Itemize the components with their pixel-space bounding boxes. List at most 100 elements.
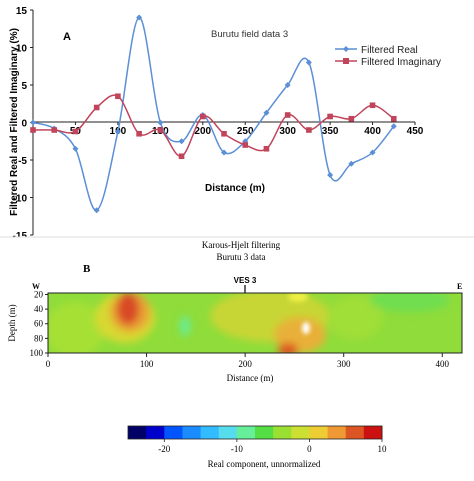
panel-b-y-tick-label: 80 — [34, 333, 44, 343]
colorbar-swatch — [236, 426, 256, 439]
filtered-real-point — [114, 128, 121, 135]
panel-a-y-tick-label: 15 — [16, 6, 28, 17]
heatmap-anomalies — [48, 293, 450, 353]
anomaly-west-yellowgreen — [48, 302, 105, 353]
heatmap-frame — [47, 292, 463, 354]
heatmap-anomaly-details — [288, 293, 310, 334]
panel-b-x-tick-label: 300 — [337, 359, 351, 369]
panel-a-series — [30, 14, 397, 214]
legend-real-label: Filtered Real — [361, 45, 418, 56]
colorbar-swatch — [345, 426, 365, 439]
panel-a-x-tick-label: 300 — [279, 126, 296, 137]
panel-a-y-tick-label: -5 — [18, 156, 27, 167]
panel-b-letter: B — [83, 263, 91, 275]
filtered-real-point — [221, 149, 227, 156]
filtered-imaginary-point — [327, 113, 333, 120]
filtered-imaginary-point — [51, 127, 58, 133]
colorbar-tick-label: -20 — [158, 444, 170, 454]
panel-a-line-chart: A Burutu field data 3 Filtered Real and … — [9, 6, 441, 242]
panel-a-y-tick-label: 0 — [21, 119, 27, 130]
colorbar-swatch — [146, 426, 165, 439]
colorbar-swatch — [164, 426, 183, 439]
colorbar-ticks: -20 -10 0 10 — [158, 439, 387, 454]
panel-b-title-line2: Burutu 3 data — [217, 252, 266, 262]
heatmap-field — [48, 293, 462, 353]
panel-b-y-tick-label: 40 — [34, 304, 44, 314]
colorbar-swatch — [309, 426, 328, 439]
filtered-real-point — [284, 82, 291, 88]
colorbar-tick-label: -10 — [231, 444, 243, 454]
panel-a-y-tick-label: 10 — [16, 44, 28, 55]
filtered-real-point — [348, 160, 355, 167]
filtered-imaginary-point — [157, 127, 164, 133]
filtered-imaginary-point — [369, 102, 376, 109]
panel-a-y-tick-label: 5 — [21, 81, 27, 92]
colorbar — [128, 426, 383, 439]
panel-a-letter: A — [63, 31, 71, 43]
panel-b-x-tick-label: 100 — [140, 359, 154, 369]
colorbar-tick-label: 0 — [307, 444, 312, 454]
filtered-imaginary-point — [93, 104, 100, 111]
panel-b-y-axis-label: Depth (m) — [7, 304, 17, 341]
panel-b-y-tick-label: 20 — [34, 289, 44, 299]
filtered-imaginary-point — [221, 130, 227, 137]
anomaly-white-spot — [302, 322, 310, 334]
colorbar-swatch — [218, 426, 238, 439]
panel-a-legend: Filtered Real Filtered Imaginary — [335, 45, 441, 68]
filtered-imaginary-point — [178, 153, 185, 160]
filtered-real-point — [178, 138, 185, 145]
panel-b-y-tick-label: 100 — [30, 348, 44, 358]
panel-b-heatmap: B Karous-Hjelt filtering Burutu 3 data W… — [7, 240, 463, 469]
panel-b-x-tick-label: 200 — [238, 359, 252, 369]
panel-a-y-tick-label: -10 — [13, 194, 28, 205]
colorbar-swatch — [200, 426, 220, 439]
filtered-imaginary-line — [32, 94, 395, 158]
panel-a-x-tick-label: 450 — [407, 126, 424, 137]
filtered-imaginary-point — [390, 115, 397, 122]
marker-w: W — [32, 282, 40, 291]
panel-a-x-tick-label: 350 — [322, 126, 339, 137]
panel-b-y-tick-label: 60 — [34, 319, 44, 329]
panel-a-y-axis-label: Filtered Real and Filtered Imaginary (%) — [9, 28, 20, 216]
colorbar-swatch — [327, 426, 347, 439]
marker-ves: VES 3 — [234, 276, 257, 285]
filtered-imaginary-point — [348, 115, 355, 122]
filtered-imaginary-point — [263, 145, 270, 152]
panel-a-x-tick-label: 250 — [237, 126, 254, 137]
filtered-real-point — [369, 149, 376, 156]
legend-imaginary-label: Filtered Imaginary — [361, 57, 441, 68]
colorbar-label: Real component, unnormalized — [208, 459, 321, 469]
filtered-imaginary-point — [284, 112, 291, 118]
legend-imaginary-marker — [343, 58, 349, 64]
anomaly-top-yellow — [288, 293, 308, 302]
filtered-imaginary-point — [115, 93, 121, 100]
filtered-imaginary-point — [306, 127, 312, 133]
colorbar-tick-label: 10 — [378, 444, 388, 454]
colorbar-swatch — [273, 426, 292, 439]
anomaly-east-yellowgreen — [327, 296, 383, 340]
filtered-real-point — [30, 119, 36, 126]
filtered-imaginary-point — [30, 127, 36, 133]
colorbar-swatch — [291, 426, 310, 439]
filtered-imaginary-point — [136, 130, 142, 137]
panel-a-x-ticks: 50100150200250300350400450 — [70, 122, 424, 137]
legend-real-marker — [343, 46, 349, 52]
filtered-real-point — [390, 123, 397, 130]
filtered-real-point — [93, 207, 100, 214]
filtered-real-point — [305, 59, 312, 66]
colorbar-frame — [127, 425, 383, 440]
panel-b-x-ticks: 0 100 200 300 400 — [46, 353, 450, 369]
marker-e: E — [457, 282, 462, 291]
panel-a-x-axis-label: Distance (m) — [205, 183, 265, 194]
filtered-real-point — [263, 109, 270, 116]
colorbar-swatch — [182, 426, 201, 439]
anomaly-low-cyan-1 — [180, 316, 190, 336]
anomaly-central-red — [278, 343, 298, 353]
panel-b-x-tick-label: 0 — [46, 359, 51, 369]
filtered-imaginary-point — [199, 113, 206, 120]
panel-a-title: Burutu field data 3 — [211, 29, 288, 40]
panel-a-x-tick-label: 400 — [364, 126, 381, 137]
filtered-real-line — [32, 16, 395, 212]
